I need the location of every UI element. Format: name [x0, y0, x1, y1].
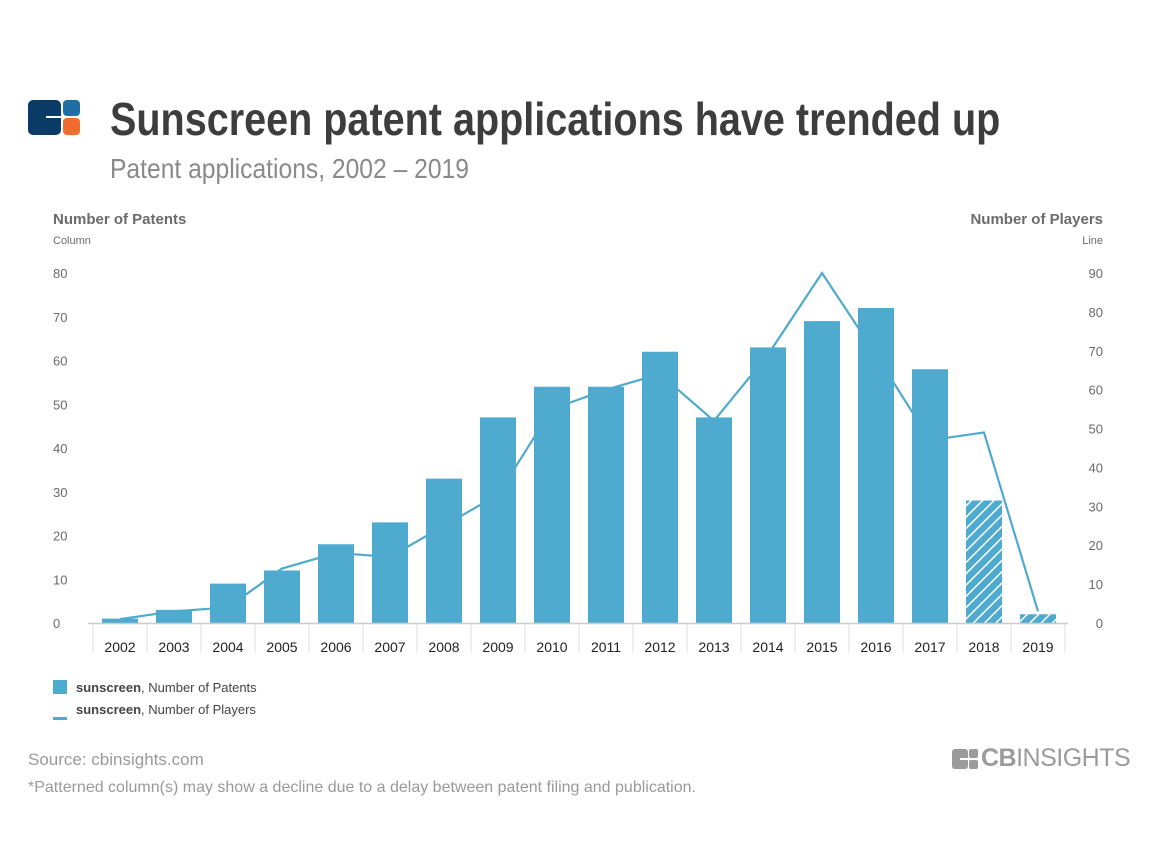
x-tick-label: 2017: [914, 639, 945, 655]
legend-label: , Number of Players: [141, 702, 256, 717]
legend-series-keyword: sunscreen: [76, 702, 142, 717]
legend-item-players: sunscreen, Number of Players: [53, 702, 256, 720]
right-axis-tick: 80: [1089, 305, 1103, 320]
right-axis-tick: 60: [1089, 383, 1103, 398]
legend-series-keyword: sunscreen: [76, 680, 142, 695]
chart-title: Sunscreen patent applications have trend…: [110, 93, 1001, 145]
x-tick-label: 2014: [752, 639, 783, 655]
bar-2002: [102, 618, 138, 623]
left-axis-tick: 70: [53, 310, 67, 325]
right-axis-tick: 70: [1089, 344, 1103, 359]
bar-2013: [696, 417, 732, 623]
legend-swatch-bar: [53, 680, 67, 694]
left-axis-tick: 40: [53, 441, 67, 456]
left-axis-subtitle: Column: [53, 235, 91, 247]
x-tick-label: 2003: [158, 639, 189, 655]
right-axis-tick: 20: [1089, 538, 1103, 553]
right-axis-tick: 30: [1089, 499, 1103, 514]
bar-2019: [1020, 614, 1056, 623]
cb-logo: [28, 100, 80, 135]
x-tick-label: 2007: [374, 639, 405, 655]
left-axis-tick: 10: [53, 572, 67, 587]
x-tick-label: 2015: [806, 639, 837, 655]
bar-2015: [804, 321, 840, 623]
x-tick-label: 2009: [482, 639, 513, 655]
chart-plot: 0 10 20 30 40 50 60 70 80 0 10 20 30 40 50 60 70 80 90 2002…: [53, 266, 1103, 655]
x-tick-label: 2018: [968, 639, 999, 655]
bar-2016: [858, 308, 894, 623]
x-tick-label: 2002: [104, 639, 135, 655]
left-axis-tick: 60: [53, 354, 67, 369]
right-axis-tick: 40: [1089, 460, 1103, 475]
x-tick-label: 2012: [644, 639, 675, 655]
left-axis-title: Number of Patents: [53, 211, 187, 228]
legend-label: , Number of Patents: [141, 680, 257, 695]
bar-2007: [372, 522, 408, 623]
cbinsights-brand-logo: CBINSIGHTS: [952, 744, 1131, 773]
bar-2005: [264, 570, 300, 623]
bar-2017: [912, 369, 948, 623]
x-tick-label: 2013: [698, 639, 729, 655]
chart-subtitle: Patent applications, 2002 – 2019: [110, 153, 469, 184]
right-axis-tick: 0: [1096, 616, 1103, 631]
left-axis-tick: 0: [53, 616, 60, 631]
x-tick-label: 2006: [320, 639, 351, 655]
left-axis-tick: 30: [53, 485, 67, 500]
x-tick-label: 2016: [860, 639, 891, 655]
footnote-text: *Patterned column(s) may show a decline …: [28, 779, 696, 796]
bar-2010: [534, 386, 570, 623]
bar-2008: [426, 478, 462, 623]
cb-brand-icon: [952, 748, 978, 769]
bar-2011: [588, 386, 624, 623]
right-axis-title: Number of Players: [970, 211, 1103, 228]
bar-2018: [966, 500, 1002, 623]
x-tick-label: 2019: [1022, 639, 1053, 655]
legend-item-patents: sunscreen, Number of Patents: [53, 680, 257, 695]
x-tick-label: 2011: [591, 639, 621, 655]
players-line: [119, 271, 1040, 621]
x-tick-label: 2005: [266, 639, 297, 655]
bar-2012: [642, 351, 678, 623]
x-tick-label: 2008: [428, 639, 459, 655]
left-axis-tick: 50: [53, 397, 67, 412]
right-axis-subtitle: Line: [1082, 235, 1103, 247]
source-text: Source: cbinsights.com: [28, 750, 204, 769]
bar-2009: [480, 417, 516, 623]
left-axis-tick: 80: [53, 266, 67, 281]
x-tick-label: 2010: [536, 639, 567, 655]
legend-swatch-line: [53, 717, 67, 720]
bar-2004: [210, 583, 246, 623]
right-axis-tick: 10: [1089, 577, 1103, 592]
bar-2014: [750, 347, 786, 623]
left-axis-tick: 20: [53, 529, 67, 544]
right-axis-tick: 50: [1089, 422, 1103, 437]
right-axis-tick: 90: [1089, 266, 1103, 281]
x-tick-label: 2004: [212, 639, 243, 655]
